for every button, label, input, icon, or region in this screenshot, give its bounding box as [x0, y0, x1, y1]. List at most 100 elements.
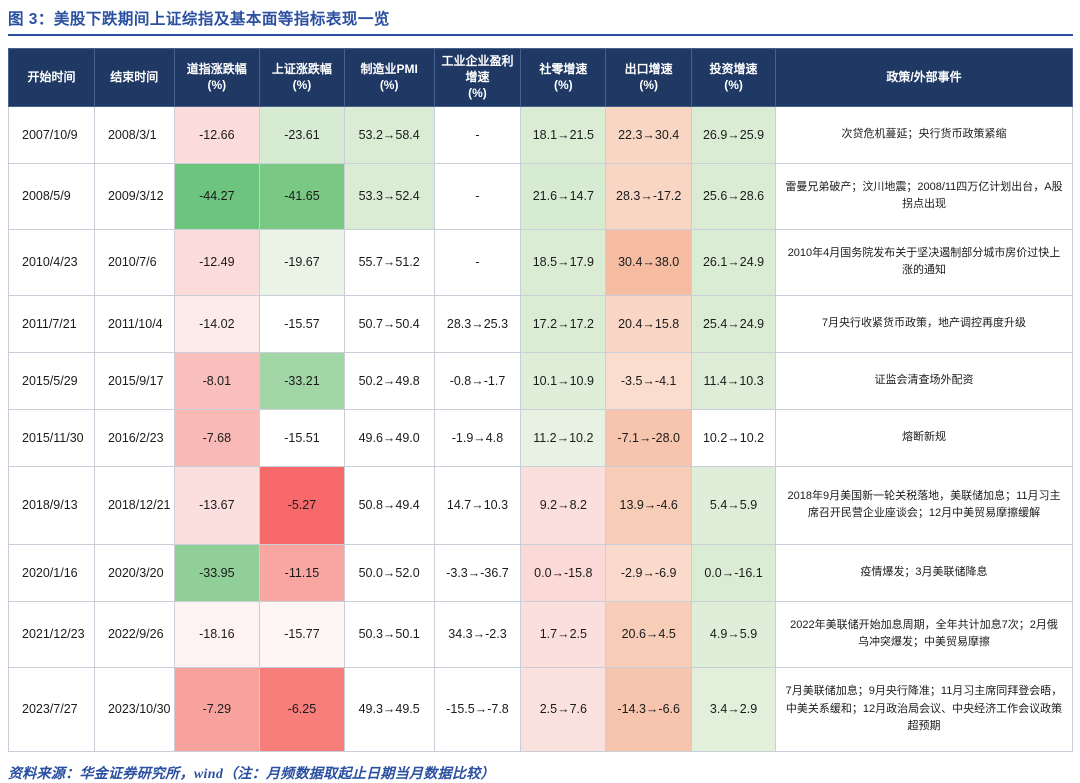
cell-profit: 28.3→25.3 [433, 294, 522, 353]
header-row: 开始时间 结束时间 道指涨跌幅 (%) 上证涨跌幅 (%) 制造业PMI (%) 工业企业盈利增… [8, 48, 1074, 107]
cell-profit: 34.3→-2.3 [433, 600, 522, 668]
cell-end: 2020/3/20 [93, 543, 175, 602]
cell-pmi: 53.3→52.4 [343, 162, 435, 230]
cell-pmi: 55.7→51.2 [343, 228, 435, 296]
column-header-unit: (%) [468, 86, 487, 101]
table-row: 2011/7/21 2011/10/4 -14.02 -15.57 50.7→50.4 2… [8, 294, 1074, 353]
cell-retail: 11.2→10.2 [520, 408, 607, 467]
cell-invest: 0.0→-16.1 [691, 543, 776, 602]
cell-policy: 2018年9月美国新一轮关税落地，美联储加息；11月习主席召开民营企业座谈会；1… [774, 465, 1074, 545]
column-header-unit: (%) [292, 78, 312, 93]
column-header-profit: 工业企业盈利增速 (%) [433, 48, 522, 107]
column-header-sse: 上证涨跌幅 (%) [259, 48, 345, 107]
cell-invest: 4.9→5.9 [691, 600, 776, 668]
cell-dow: -13.67 [173, 465, 261, 545]
cell-start: 2011/7/21 [8, 294, 95, 353]
cell-profit: - [433, 228, 522, 296]
column-header-label: 投资增速 [709, 62, 758, 77]
cell-dow: -7.29 [173, 666, 261, 752]
cell-retail: 9.2→8.2 [520, 465, 607, 545]
cell-retail: 18.1→21.5 [520, 105, 607, 164]
cell-invest: 26.1→24.9 [691, 228, 776, 296]
cell-start: 2021/12/23 [8, 600, 95, 668]
cell-end: 2016/2/23 [93, 408, 175, 467]
cell-pmi: 50.2→49.8 [343, 351, 435, 410]
table-row: 2015/11/30 2016/2/23 -7.68 -15.51 49.6→49.0-… [8, 408, 1074, 467]
column-header-label: 社零增速 [539, 62, 588, 77]
cell-dow: -14.02 [173, 294, 261, 353]
cell-policy: 证监会清查场外配资 [774, 351, 1074, 410]
table-row: 2010/4/23 2010/7/6 -12.49 -19.67 55.7→51.2-1… [8, 228, 1074, 296]
cell-profit: - [433, 105, 522, 164]
cell-start: 2018/9/13 [8, 465, 95, 545]
source-note: 资料来源：华金证券研究所，wind（注：月频数据取起止日期当月数据比较） [8, 766, 495, 782]
cell-retail: 2.5→7.6 [520, 666, 607, 752]
cell-invest: 11.4→10.3 [691, 351, 776, 410]
cell-retail: 10.1→10.9 [520, 351, 607, 410]
cell-start: 2023/7/27 [8, 666, 95, 752]
cell-pmi: 49.3→49.5 [343, 666, 435, 752]
cell-export: 22.3→30.4 [605, 105, 693, 164]
cell-pmi: 50.8→49.4 [343, 465, 435, 545]
table-body: 2007/10/9 2008/3/1 -12.66 -23.61 53.2→58.4-1… [8, 105, 1074, 752]
cell-dow: -44.27 [173, 162, 261, 230]
cell-policy: 疫情爆发；3月美联储降息 [774, 543, 1074, 602]
column-header-policy: 政策/外部事件 [774, 48, 1074, 107]
column-header-label: 出口增速 [624, 62, 673, 77]
table-row: 2018/9/13 2018/12/21 -13.67 -5.27 50.8→49.4 1… [8, 465, 1074, 545]
table-row: 2021/12/23 2022/9/26 -18.16 -15.77 50.3→50.1… [8, 600, 1074, 668]
cell-dow: -33.95 [173, 543, 261, 602]
cell-invest: 25.4→24.9 [691, 294, 776, 353]
cell-invest: 3.4→2.9 [691, 666, 776, 752]
column-header-label: 政策/外部事件 [886, 70, 962, 85]
table-row: 2023/7/27 2023/10/30 -7.29 -6.25 49.3→49.5 -1… [8, 666, 1074, 752]
cell-dow: -12.49 [173, 228, 261, 296]
cell-sse: -15.57 [259, 294, 345, 353]
cell-profit: -15.5→-7.8 [433, 666, 522, 752]
cell-retail: 0.0→-15.8 [520, 543, 607, 602]
cell-sse: -41.65 [259, 162, 345, 230]
cell-dow: -12.66 [173, 105, 261, 164]
column-header-label: 结束时间 [110, 70, 159, 85]
cell-sse: -11.15 [259, 543, 345, 602]
cell-profit: 14.7→10.3 [433, 465, 522, 545]
cell-export: -3.5→-4.1 [605, 351, 693, 410]
cell-sse: -19.67 [259, 228, 345, 296]
table-row: 2015/5/29 2015/9/17 -8.01 -33.21 50.2→49.8 -0… [8, 351, 1074, 410]
indicator-table: 开始时间 结束时间 道指涨跌幅 (%) 上证涨跌幅 (%) 制造业PMI (%) 工业企业盈利增… [8, 48, 1074, 752]
cell-policy: 7月央行收紧货币政策，地产调控再度升级 [774, 294, 1074, 353]
cell-end: 2008/3/1 [93, 105, 175, 164]
cell-policy: 雷曼兄弟破产；汶川地震；2008/11四万亿计划出台，A股拐点出现 [774, 162, 1074, 230]
column-header-label: 制造业PMI [360, 62, 418, 77]
cell-start: 2015/5/29 [8, 351, 95, 410]
column-header-end: 结束时间 [93, 48, 175, 107]
table-row: 2007/10/9 2008/3/1 -12.66 -23.61 53.2→58.4-1… [8, 105, 1074, 164]
title-divider [8, 34, 1073, 36]
cell-start: 2015/11/30 [8, 408, 95, 467]
cell-profit: -0.8→-1.7 [433, 351, 522, 410]
table-header: 开始时间 结束时间 道指涨跌幅 (%) 上证涨跌幅 (%) 制造业PMI (%) 工业企业盈利增… [8, 48, 1074, 107]
cell-start: 2007/10/9 [8, 105, 95, 164]
cell-pmi: 50.7→50.4 [343, 294, 435, 353]
cell-invest: 10.2→10.2 [691, 408, 776, 467]
column-header-label: 道指涨跌幅 [186, 62, 247, 77]
figure-title: 图 3：美股下跌期间上证综指及基本面等指标表现一览 [8, 11, 390, 28]
cell-export: 28.3→-17.2 [605, 162, 693, 230]
cell-invest: 26.9→25.9 [691, 105, 776, 164]
column-header-label: 上证涨跌幅 [271, 62, 332, 77]
cell-sse: -33.21 [259, 351, 345, 410]
cell-pmi: 53.2→58.4 [343, 105, 435, 164]
cell-invest: 5.4→5.9 [691, 465, 776, 545]
cell-end: 2011/10/4 [93, 294, 175, 353]
cell-export: -7.1→-28.0 [605, 408, 693, 467]
column-header-unit: (%) [724, 78, 743, 93]
cell-end: 2022/9/26 [93, 600, 175, 668]
cell-policy: 2010年4月国务院发布关于坚决遏制部分城市房价过快上涨的通知 [774, 228, 1074, 296]
cell-retail: 21.6→14.7 [520, 162, 607, 230]
column-header-unit: (%) [379, 78, 399, 93]
cell-sse: -5.27 [259, 465, 345, 545]
cell-export: -2.9→-6.9 [605, 543, 693, 602]
cell-sse: -6.25 [259, 666, 345, 752]
cell-profit: -3.3→-36.7 [433, 543, 522, 602]
cell-retail: 18.5→17.9 [520, 228, 607, 296]
